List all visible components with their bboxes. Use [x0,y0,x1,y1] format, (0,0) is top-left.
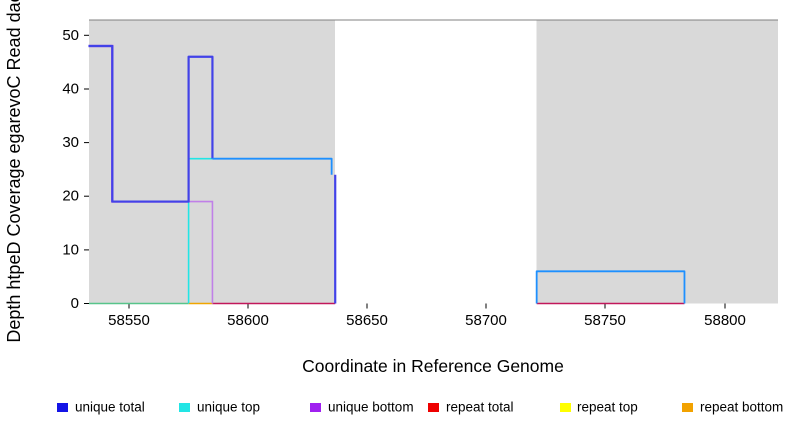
svg-text:repeat total: repeat total [446,400,514,415]
svg-text:58800: 58800 [704,312,746,329]
svg-text:repeat bottom: repeat bottom [700,400,783,415]
svg-text:unique total: unique total [75,400,145,415]
svg-text:unique bottom: unique bottom [328,400,414,415]
svg-text:10: 10 [62,241,79,258]
svg-text:58650: 58650 [346,312,388,329]
svg-text:Depth htpeD Coverage egarevoC: Depth htpeD Coverage egarevoC Read daeR [4,0,24,343]
svg-text:58700: 58700 [465,312,507,329]
svg-text:50: 50 [62,27,79,44]
svg-text:Coordinate in Reference Genome: Coordinate in Reference Genome [302,356,564,376]
svg-text:58550: 58550 [108,312,150,329]
svg-text:40: 40 [62,81,79,98]
svg-text:repeat top: repeat top [577,400,638,415]
svg-text:0: 0 [71,295,79,312]
svg-text:30: 30 [62,134,79,151]
svg-text:58750: 58750 [584,312,626,329]
svg-text:unique top: unique top [197,400,260,415]
svg-text:58600: 58600 [227,312,269,329]
svg-text:20: 20 [62,188,79,205]
